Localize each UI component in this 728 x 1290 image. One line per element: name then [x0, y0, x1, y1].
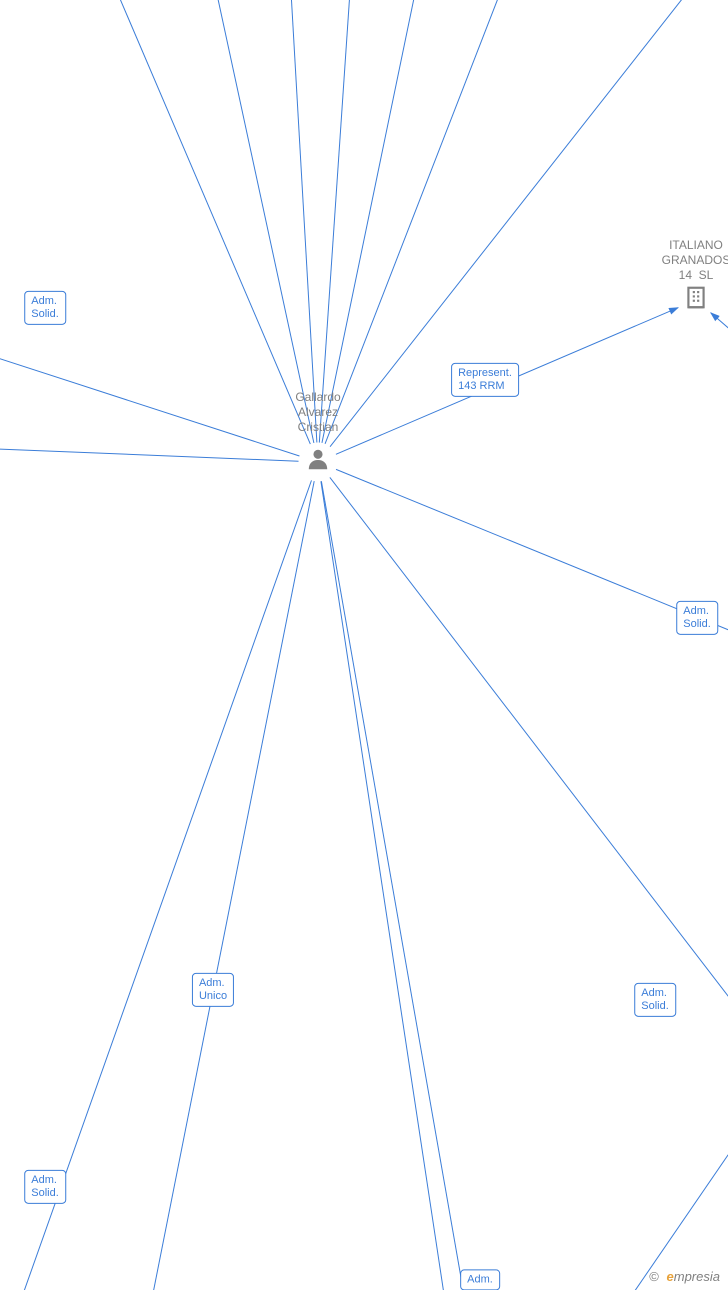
graph-edge [321, 481, 500, 1290]
graph-edge [0, 310, 299, 456]
company-node-icon[interactable] [683, 285, 709, 316]
graph-edge [330, 0, 728, 447]
graph-edge [0, 480, 311, 1290]
brand-rest: mpresia [674, 1269, 720, 1284]
graph-edge [325, 0, 575, 444]
edge-label[interactable]: Adm. Solid. [676, 601, 718, 635]
graph-edge [560, 1050, 728, 1290]
graph-edge [321, 481, 460, 1290]
graph-edge [336, 469, 728, 700]
graph-edge [0, 443, 299, 461]
edge-label[interactable]: Adm. [460, 1269, 500, 1290]
edge-label[interactable]: Adm. Unico [192, 973, 234, 1007]
brand-initial: e [667, 1269, 674, 1284]
person-node-icon[interactable] [305, 447, 331, 478]
graph-edge [112, 481, 314, 1290]
edge-label[interactable]: Represent. 143 RRM [451, 363, 519, 397]
graph-edge [330, 477, 728, 1220]
graph-edge [280, 0, 317, 443]
graph-edge [175, 0, 314, 443]
graph-edge [322, 0, 455, 443]
graph-edge [319, 0, 363, 443]
network-graph[interactable] [0, 0, 728, 1290]
edge-label[interactable]: Adm. Solid. [24, 1170, 66, 1204]
graph-edge [35, 0, 310, 444]
edge-label[interactable]: Adm. Solid. [24, 291, 66, 325]
copyright-symbol: © [649, 1269, 659, 1284]
watermark: © empresia [649, 1269, 720, 1284]
graph-edge [711, 313, 728, 390]
edge-label[interactable]: Adm. Solid. [634, 983, 676, 1017]
